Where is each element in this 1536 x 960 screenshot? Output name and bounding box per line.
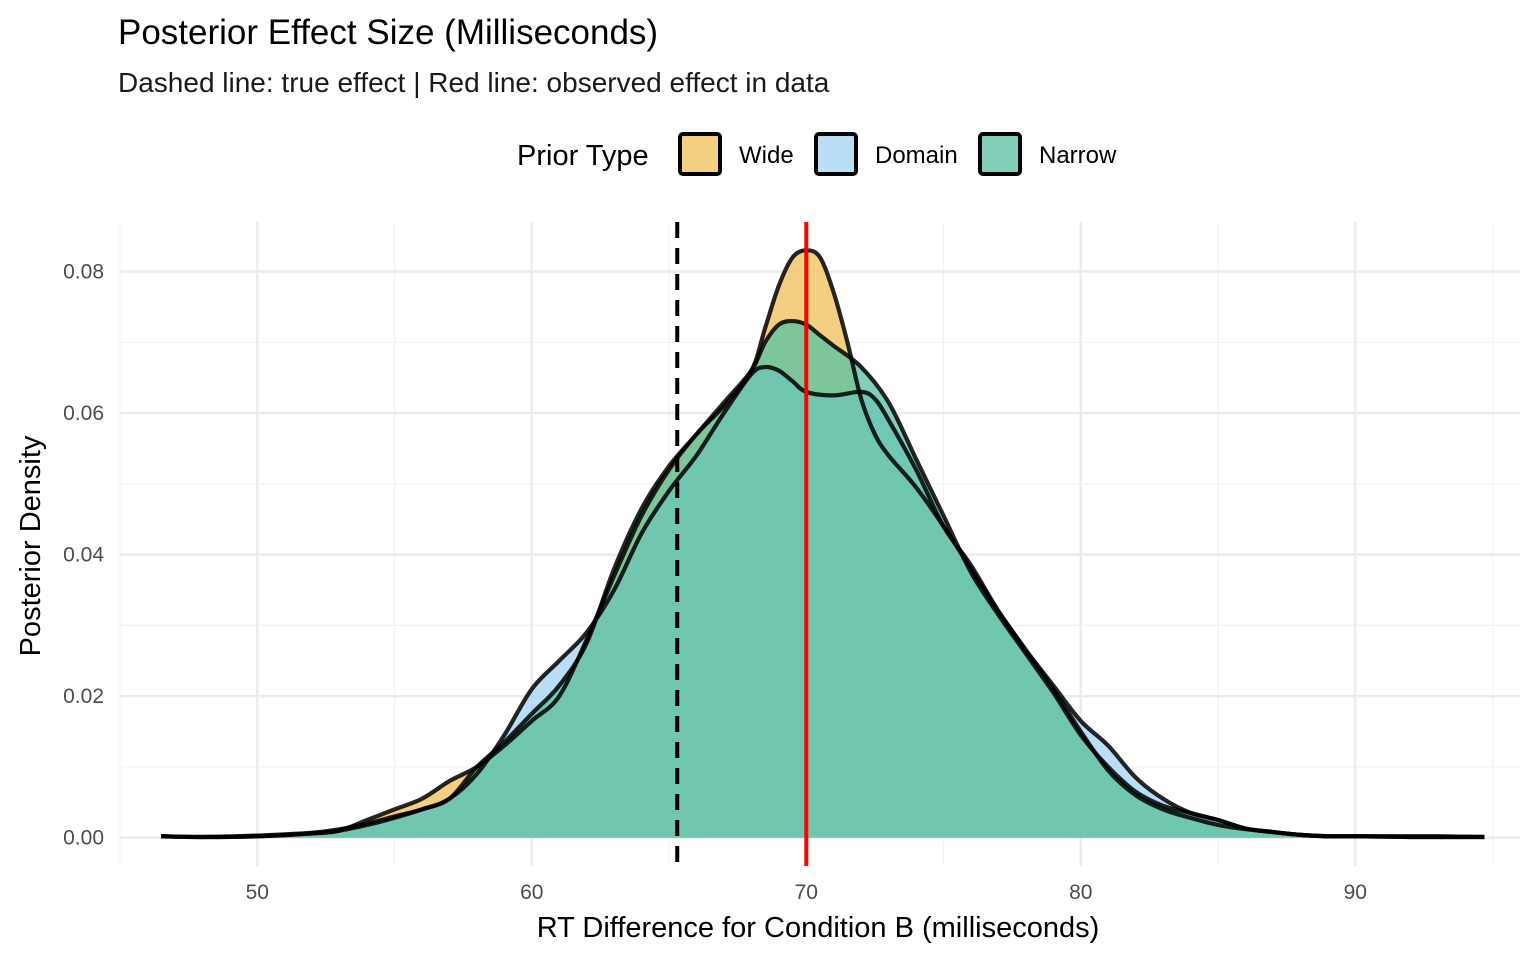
chart-subtitle: Dashed line: true effect | Red line: obs… <box>118 67 830 98</box>
x-tick-label: 50 <box>246 881 269 904</box>
legend-key-domain <box>814 132 858 176</box>
x-tick-label: 80 <box>1069 881 1092 904</box>
legend-title: Prior Type <box>517 140 649 172</box>
y-axis-title: Posterior Density <box>15 435 47 656</box>
y-tick-label: 0.00 <box>63 827 104 850</box>
density-line-wide <box>161 248 1485 840</box>
legend-key-narrow <box>978 132 1022 176</box>
x-tick-label: 60 <box>520 881 543 904</box>
legend-key-wide <box>678 132 722 176</box>
x-axis-title: RT Difference for Condition B (milliseco… <box>537 912 1100 944</box>
x-tick-label: 70 <box>795 881 818 904</box>
chart-title: Posterior Effect Size (Milliseconds) <box>118 13 658 52</box>
y-tick-label: 0.04 <box>63 544 104 567</box>
x-tick-label: 90 <box>1344 881 1367 904</box>
x-axis-ticks: 50 60 70 80 90 <box>246 881 1367 904</box>
density-area-narrow <box>161 321 1485 838</box>
y-tick-label: 0.08 <box>63 261 104 284</box>
y-tick-label: 0.06 <box>63 402 104 425</box>
legend-label-domain: Domain <box>875 142 958 169</box>
reference-lines <box>675 222 809 866</box>
y-tick-label: 0.02 <box>63 685 104 708</box>
y-axis-ticks: 0.00 0.02 0.04 0.06 0.08 <box>63 261 104 850</box>
legend-label-wide: Wide <box>739 142 794 169</box>
legend: Prior Type Wide Domain Narrow <box>517 132 1117 176</box>
density-areas <box>161 250 1485 838</box>
legend-label-narrow: Narrow <box>1039 142 1117 169</box>
